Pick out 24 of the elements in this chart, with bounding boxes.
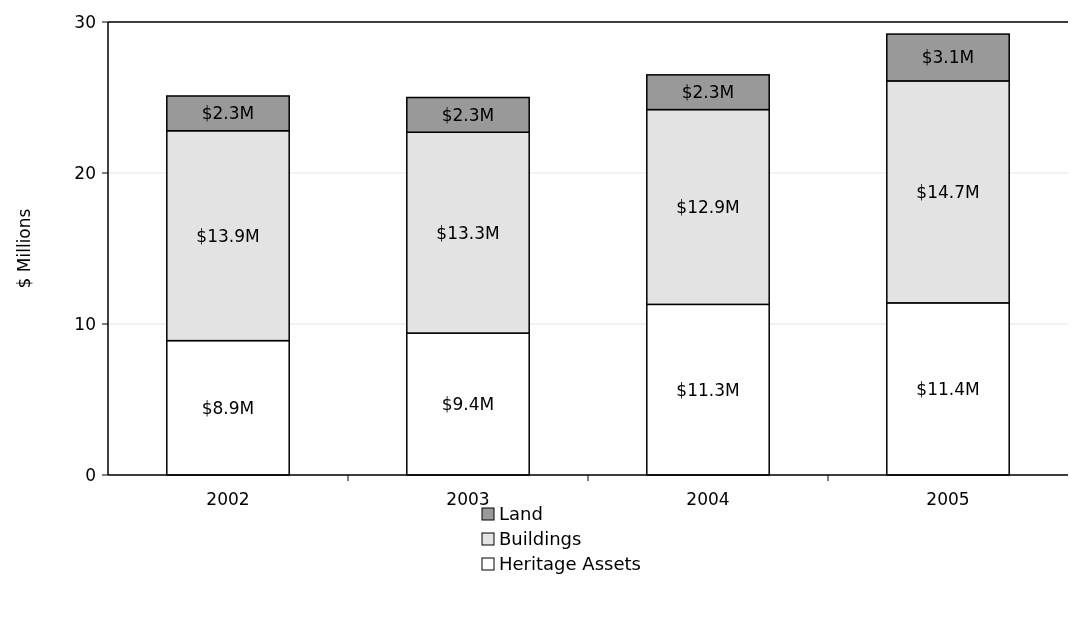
legend-label: Land [499, 503, 543, 524]
y-tick-label: 30 [74, 11, 96, 32]
data-label: $13.3M [436, 222, 500, 243]
x-tick-label: 2002 [206, 489, 250, 509]
y-tick-label: 10 [74, 313, 96, 334]
data-label: $3.1M [921, 47, 975, 68]
legend-label: Heritage Assets [499, 553, 641, 574]
x-tick-label: 2003 [446, 489, 490, 509]
x-tick-label: 2004 [686, 489, 730, 509]
y-axis-title: $ Millions [14, 208, 34, 289]
legend-label: Buildings [499, 528, 582, 549]
y-tick-label: 20 [74, 162, 96, 183]
data-label: $13.9M [196, 225, 260, 246]
data-label: $11.4M [916, 378, 980, 399]
y-tick-label: 0 [85, 464, 96, 485]
data-label: $2.3M [681, 82, 735, 103]
data-label: $11.3M [676, 379, 740, 400]
data-label: $2.3M [441, 104, 495, 125]
data-label: $2.3M [201, 103, 255, 124]
data-label: $14.7M [916, 181, 980, 202]
data-label: $9.4M [441, 393, 495, 414]
x-tick-label: 2005 [926, 489, 970, 509]
data-label: $12.9M [676, 196, 740, 217]
data-label: $8.9M [201, 397, 255, 418]
